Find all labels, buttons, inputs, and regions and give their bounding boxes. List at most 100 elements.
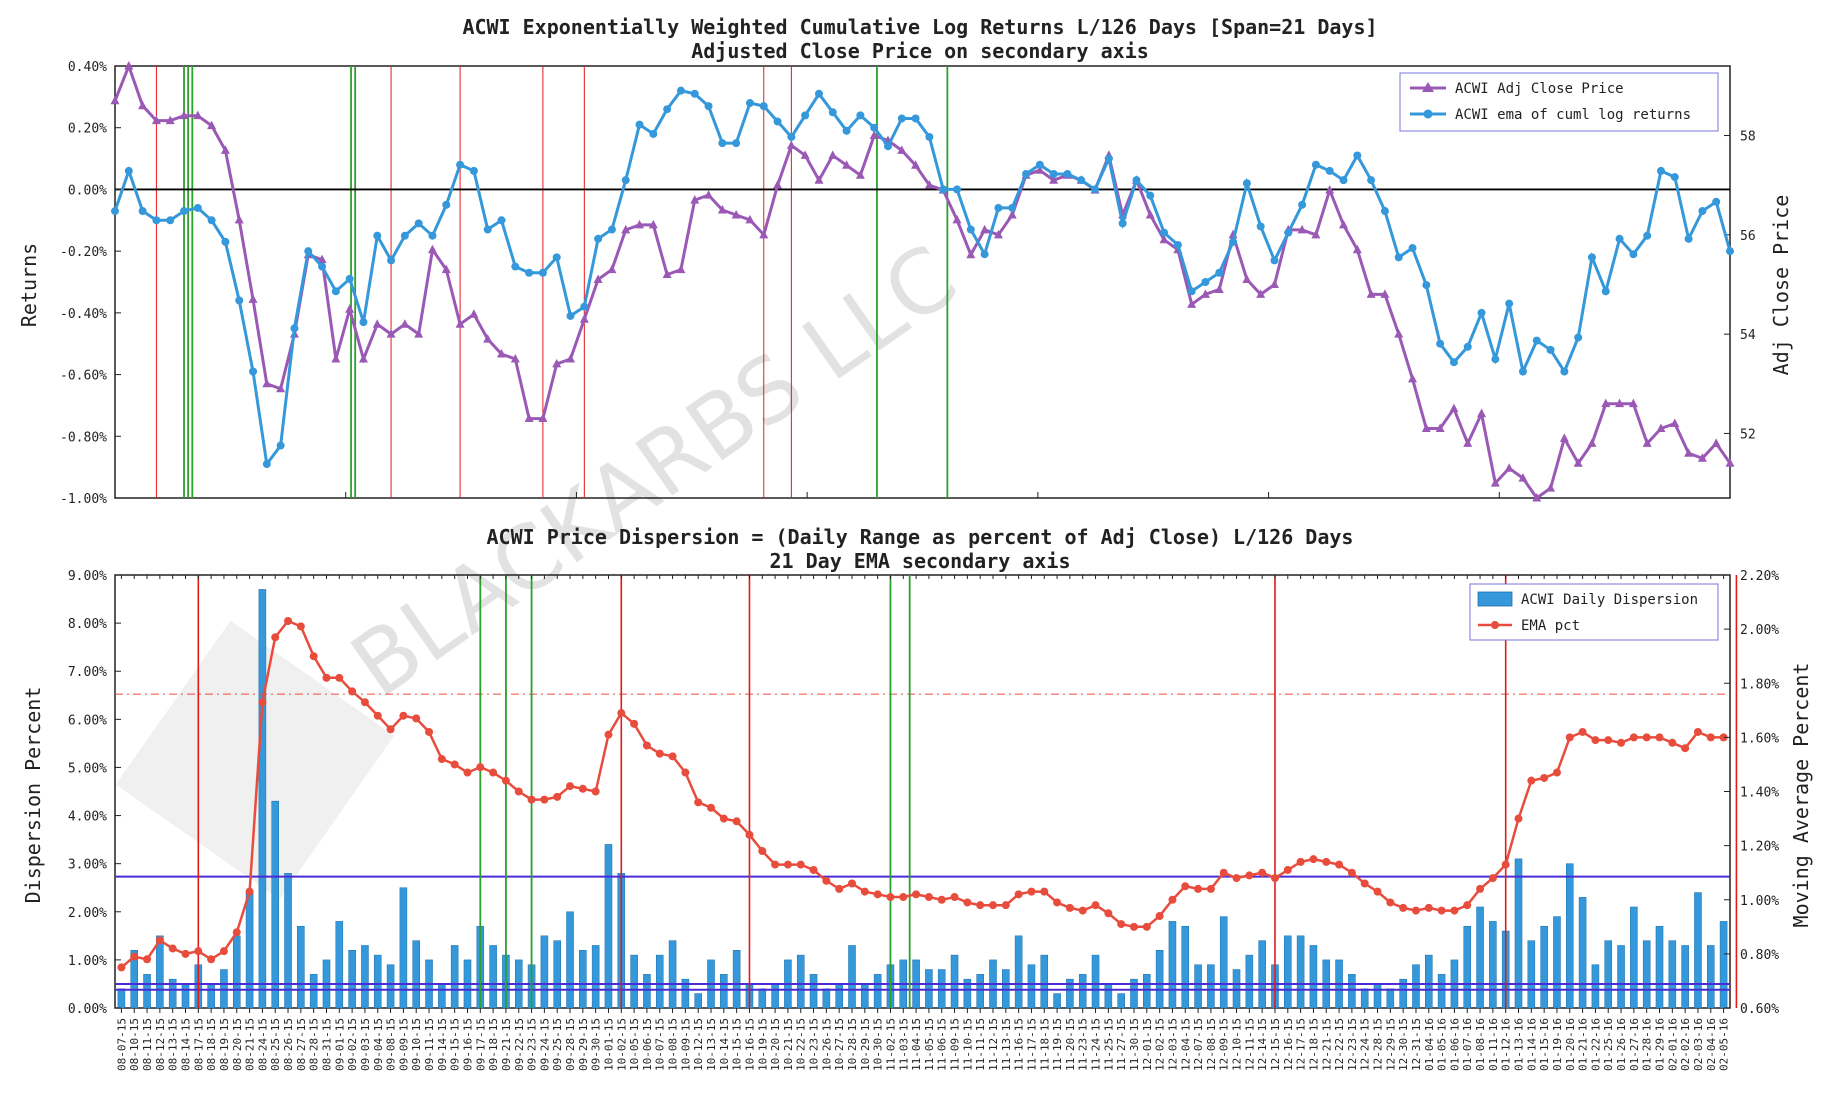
ema-point-110: [1527, 776, 1536, 785]
x-tick-label-62: 11-04-15: [910, 1018, 923, 1071]
dispersion-bar-20: [373, 954, 382, 1009]
ema-point-22: [399, 711, 408, 720]
returns-point-105: [1560, 367, 1569, 376]
price-point-27: [483, 334, 493, 343]
dispersion-bar-82: [1168, 921, 1177, 1009]
returns-point-59: [925, 132, 934, 141]
price-point-57: [897, 145, 907, 154]
x-tick-label-7: 08-18-15: [205, 1018, 218, 1071]
price-point-8: [220, 145, 230, 154]
dispersion-bar-51: [771, 983, 779, 1009]
x-tick-label-121: 02-01-16: [1666, 1018, 1679, 1071]
price-point-83: [1256, 289, 1266, 298]
dispersion-bar-7: [207, 983, 215, 1009]
legend-label-returns: ACWI ema of cuml log returns: [1455, 107, 1691, 123]
dispersion-bar-103: [1437, 974, 1446, 1009]
ema-point-47: [719, 814, 728, 823]
watermark-logo-icon: [115, 620, 395, 900]
x-tick-label-43: 10-08-15: [667, 1018, 680, 1071]
dispersion-bar-110: [1527, 940, 1536, 1009]
dispersion-bar-124: [1706, 945, 1715, 1009]
x-tick-label-15: 08-28-15: [308, 1018, 321, 1071]
x-tick-label-55: 10-26-15: [820, 1018, 833, 1071]
x-tick-label-116: 01-25-16: [1602, 1018, 1615, 1071]
dispersion-bar-89: [1258, 940, 1266, 1009]
ema-point-20: [373, 711, 382, 720]
returns-event-lines: [115, 66, 1730, 498]
ema-point-115: [1591, 736, 1600, 745]
price-point-106: [1573, 458, 1583, 467]
dispersion-bar-2: [143, 974, 151, 1009]
y-tick-label-1: 8.00%: [68, 617, 107, 632]
returns-point-51: [814, 89, 823, 98]
price-point-47: [759, 229, 769, 239]
x-tick-label-112: 01-19-16: [1551, 1018, 1564, 1071]
x-tick-label-49: 10-16-15: [743, 1018, 756, 1071]
ema-point-29: [489, 768, 498, 777]
ema-point-71: [1027, 887, 1036, 896]
ema-point-56: [835, 884, 844, 893]
returns-point-92: [1380, 207, 1389, 216]
price-point-115: [1697, 453, 1707, 462]
dispersion-bar-48: [732, 950, 741, 1009]
legend-entry-price: ACWI Adj Close Price: [1410, 81, 1624, 97]
y-tick-label-6: 3.00%: [68, 858, 107, 873]
ema-point-72: [1040, 887, 1049, 896]
dispersion-bar-92: [1296, 935, 1305, 1009]
x-tick-label-50: 10-19-15: [756, 1018, 769, 1071]
ema-point-112: [1552, 768, 1561, 777]
x-tick-label-78: 11-27-15: [1115, 1018, 1128, 1071]
dispersion-bar-78: [1117, 993, 1125, 1009]
returns-point-18: [359, 318, 368, 327]
x-tick-label-46: 10-13-15: [705, 1018, 718, 1071]
price-point-31: [538, 413, 548, 423]
price-y2-axis: 58 56 54 52: [1724, 130, 1756, 442]
x-tick-label-101: 12-31-15: [1410, 1018, 1423, 1071]
dispersion-bar-21: [386, 964, 395, 1009]
dispersion-bar-112: [1553, 916, 1561, 1009]
dispersion-bar-88: [1245, 954, 1254, 1009]
ema-point-34: [553, 792, 562, 801]
dispersion-bar-3: [156, 935, 164, 1009]
dispersion-bar-125: [1719, 921, 1728, 1009]
ema-point-98: [1373, 887, 1382, 896]
y-tick-label-1: 0.20%: [68, 122, 107, 137]
ema-point-100: [1399, 903, 1408, 912]
price-point-44: [717, 205, 727, 214]
dispersion-bar-57: [848, 945, 856, 1009]
price-point-87: [1311, 229, 1321, 239]
returns-point-107: [1587, 253, 1596, 262]
price-point-28: [496, 349, 506, 358]
x-tick-label-29: 09-18-15: [487, 1018, 500, 1071]
price-point-6: [193, 110, 203, 120]
returns-point-47: [759, 102, 768, 111]
returns-point-70: [1077, 176, 1086, 185]
ema-point-97: [1360, 879, 1369, 888]
y2-tick-label-7: 0.80%: [1740, 948, 1779, 963]
ema-point-55: [822, 876, 831, 885]
x-tick-label-75: 11-23-15: [1077, 1018, 1090, 1071]
x-tick-label-27: 09-16-15: [461, 1018, 474, 1071]
ema-point-114: [1578, 727, 1587, 736]
returns-point-45: [732, 139, 741, 148]
x-tick-label-123: 02-03-16: [1692, 1018, 1705, 1071]
dispersion-bar-76: [1091, 954, 1100, 1009]
price-point-49: [786, 140, 796, 149]
dispersion-bar-105: [1463, 925, 1472, 1009]
dispersion-bar-67: [976, 974, 984, 1009]
ema-y2-axis: 2.20% 2.00% 1.80% 1.60% 1.40% 1.20% 1.00% 0.80%…: [1724, 569, 1779, 1017]
price-point-117: [1725, 458, 1735, 467]
x-tick-label-11: 08-24-15: [256, 1018, 269, 1071]
x-tick-label-54: 10-23-15: [808, 1018, 821, 1071]
ema-point-43: [668, 752, 677, 761]
price-point-42: [690, 195, 700, 204]
ema-point-109: [1514, 814, 1523, 823]
returns-point-52: [828, 108, 837, 117]
ema-point-64: [937, 895, 946, 904]
dispersion-bar-115: [1591, 964, 1600, 1009]
price-point-93: [1394, 329, 1404, 338]
ema-point-68: [988, 901, 997, 910]
y-tick-label-4: -0.40%: [60, 307, 107, 322]
y2-tick-label-5: 1.20%: [1740, 840, 1779, 855]
dispersion-bar-13: [284, 873, 292, 1009]
